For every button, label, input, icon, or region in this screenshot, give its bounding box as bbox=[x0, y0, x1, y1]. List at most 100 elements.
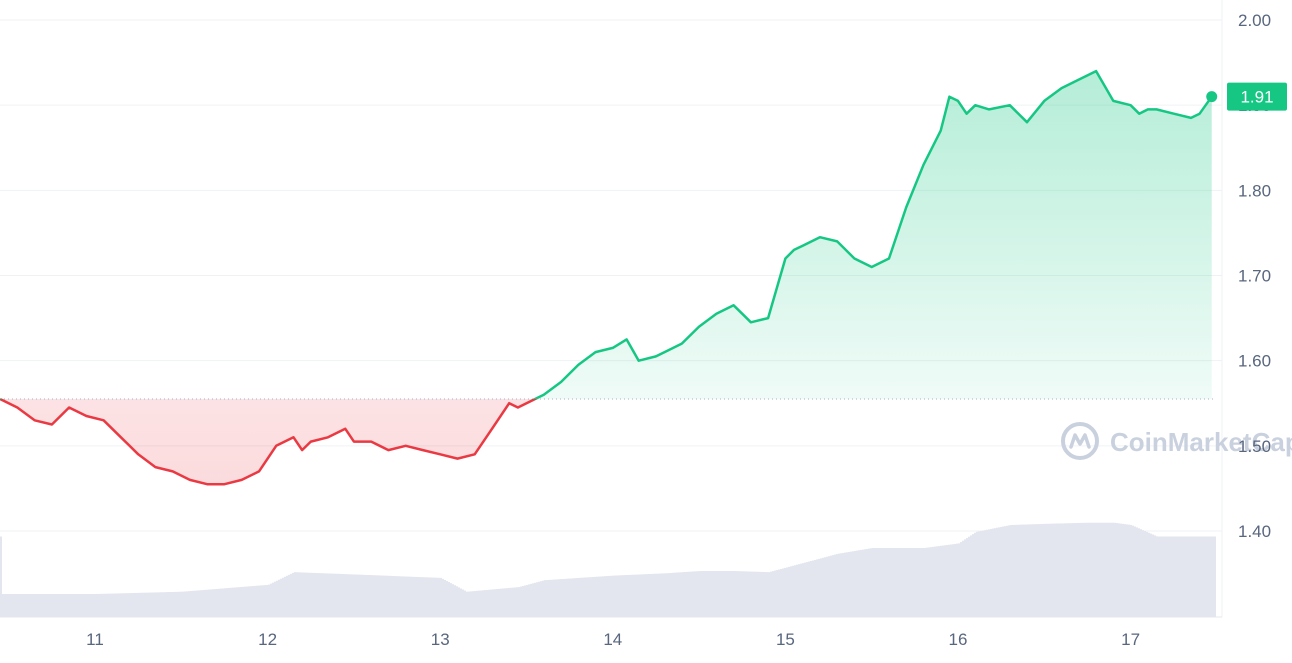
x-tick-label: 13 bbox=[431, 630, 450, 649]
volume-bar bbox=[18, 594, 20, 617]
volume-bar bbox=[752, 571, 754, 617]
volume-bar bbox=[650, 573, 652, 617]
volume-bar bbox=[330, 573, 332, 617]
volume-bar bbox=[1044, 523, 1046, 617]
volume-bar bbox=[1180, 536, 1182, 617]
volume-bar bbox=[270, 583, 272, 617]
volume-bar bbox=[980, 530, 982, 617]
volume-bar bbox=[94, 594, 96, 617]
volume-bar bbox=[460, 588, 462, 617]
volume-bar bbox=[1152, 534, 1154, 617]
volume-bar bbox=[438, 577, 440, 617]
y-tick-label: 1.40 bbox=[1238, 522, 1271, 541]
volume-bar bbox=[210, 589, 212, 617]
volume-bar bbox=[1108, 522, 1110, 617]
volume-bar bbox=[780, 568, 782, 617]
volume-bar bbox=[1186, 536, 1188, 617]
volume-bar bbox=[176, 591, 178, 617]
volume-bar bbox=[1058, 523, 1060, 617]
volume-bar bbox=[630, 574, 632, 617]
volume-bar bbox=[684, 572, 686, 617]
volume-bar bbox=[754, 571, 756, 617]
volume-bar bbox=[1098, 522, 1100, 617]
volume-bar bbox=[864, 549, 866, 617]
volume-bar bbox=[1114, 522, 1116, 617]
current-price-marker: 1.91 bbox=[1206, 82, 1287, 111]
volume-bar bbox=[1094, 522, 1096, 617]
volume-bar bbox=[828, 556, 830, 617]
volume-bar bbox=[1122, 523, 1124, 617]
volume-bar bbox=[264, 585, 266, 617]
volume-bar bbox=[688, 571, 690, 617]
volume-bar bbox=[544, 580, 546, 617]
volume-bar bbox=[876, 548, 878, 617]
volume-bar bbox=[698, 571, 700, 617]
volume-bar bbox=[378, 575, 380, 617]
volume-bar bbox=[660, 573, 662, 617]
volume-bar bbox=[362, 574, 364, 617]
volume-bar bbox=[706, 571, 708, 617]
volume-bar bbox=[972, 534, 974, 617]
volume-bar bbox=[432, 577, 434, 617]
volume-bar bbox=[386, 575, 388, 617]
volume-bar bbox=[190, 591, 192, 617]
volume-bar bbox=[922, 548, 924, 617]
volume-bar bbox=[284, 576, 286, 617]
volume-bar bbox=[830, 555, 832, 617]
volume-bar bbox=[292, 572, 294, 617]
volume-bar bbox=[154, 592, 156, 617]
volume-bar bbox=[322, 573, 324, 617]
volume-bar bbox=[914, 548, 916, 617]
volume-bar bbox=[1068, 523, 1070, 617]
volume-bar bbox=[680, 572, 682, 617]
volume-bar bbox=[46, 594, 48, 617]
volume-bar bbox=[236, 587, 238, 617]
volume-bar bbox=[400, 576, 402, 617]
volume-bar bbox=[798, 564, 800, 617]
volume-bar bbox=[72, 594, 74, 617]
volume-bar bbox=[1096, 522, 1098, 617]
volume-bar bbox=[308, 572, 310, 617]
volume-bar bbox=[892, 548, 894, 617]
volume-bar bbox=[260, 585, 262, 617]
x-tick-label: 11 bbox=[86, 630, 104, 649]
volume-bar bbox=[266, 584, 268, 617]
volume-bar bbox=[886, 548, 888, 617]
volume-bar bbox=[964, 539, 966, 617]
volume-bar bbox=[986, 529, 988, 617]
volume-bar bbox=[2, 594, 4, 617]
volume-bar bbox=[1082, 522, 1084, 617]
volume-bar bbox=[8, 594, 10, 617]
volume-bar bbox=[1014, 524, 1016, 617]
volume-bar bbox=[944, 545, 946, 617]
volume-bar bbox=[838, 553, 840, 617]
volume-bar bbox=[290, 573, 292, 617]
volume-bar bbox=[1208, 536, 1210, 617]
x-tick-label: 14 bbox=[603, 630, 622, 649]
volume-bar bbox=[1022, 524, 1024, 617]
volume-bar bbox=[1038, 524, 1040, 617]
volume-bar bbox=[682, 572, 684, 617]
volume-bar bbox=[108, 593, 110, 617]
volume-bar bbox=[216, 588, 218, 617]
volume-bar bbox=[426, 577, 428, 617]
volume-bar bbox=[824, 557, 826, 617]
volume-bar bbox=[312, 572, 314, 617]
volume-bar bbox=[124, 593, 126, 617]
volume-bar bbox=[714, 571, 716, 617]
volume-bar bbox=[74, 594, 76, 617]
volume-bar bbox=[1060, 523, 1062, 617]
volume-bar bbox=[734, 571, 736, 617]
volume-bar bbox=[170, 592, 172, 617]
volume-bar bbox=[392, 575, 394, 617]
volume-bar bbox=[536, 582, 538, 617]
volume-bar bbox=[1120, 523, 1122, 617]
volume-bar bbox=[878, 548, 880, 617]
volume-bar bbox=[750, 571, 752, 617]
volume-bar bbox=[792, 565, 794, 617]
volume-bar bbox=[112, 593, 114, 617]
volume-bar bbox=[1184, 536, 1186, 617]
volume-bar bbox=[340, 573, 342, 617]
volume-bar bbox=[990, 528, 992, 617]
volume-bar bbox=[736, 571, 738, 617]
